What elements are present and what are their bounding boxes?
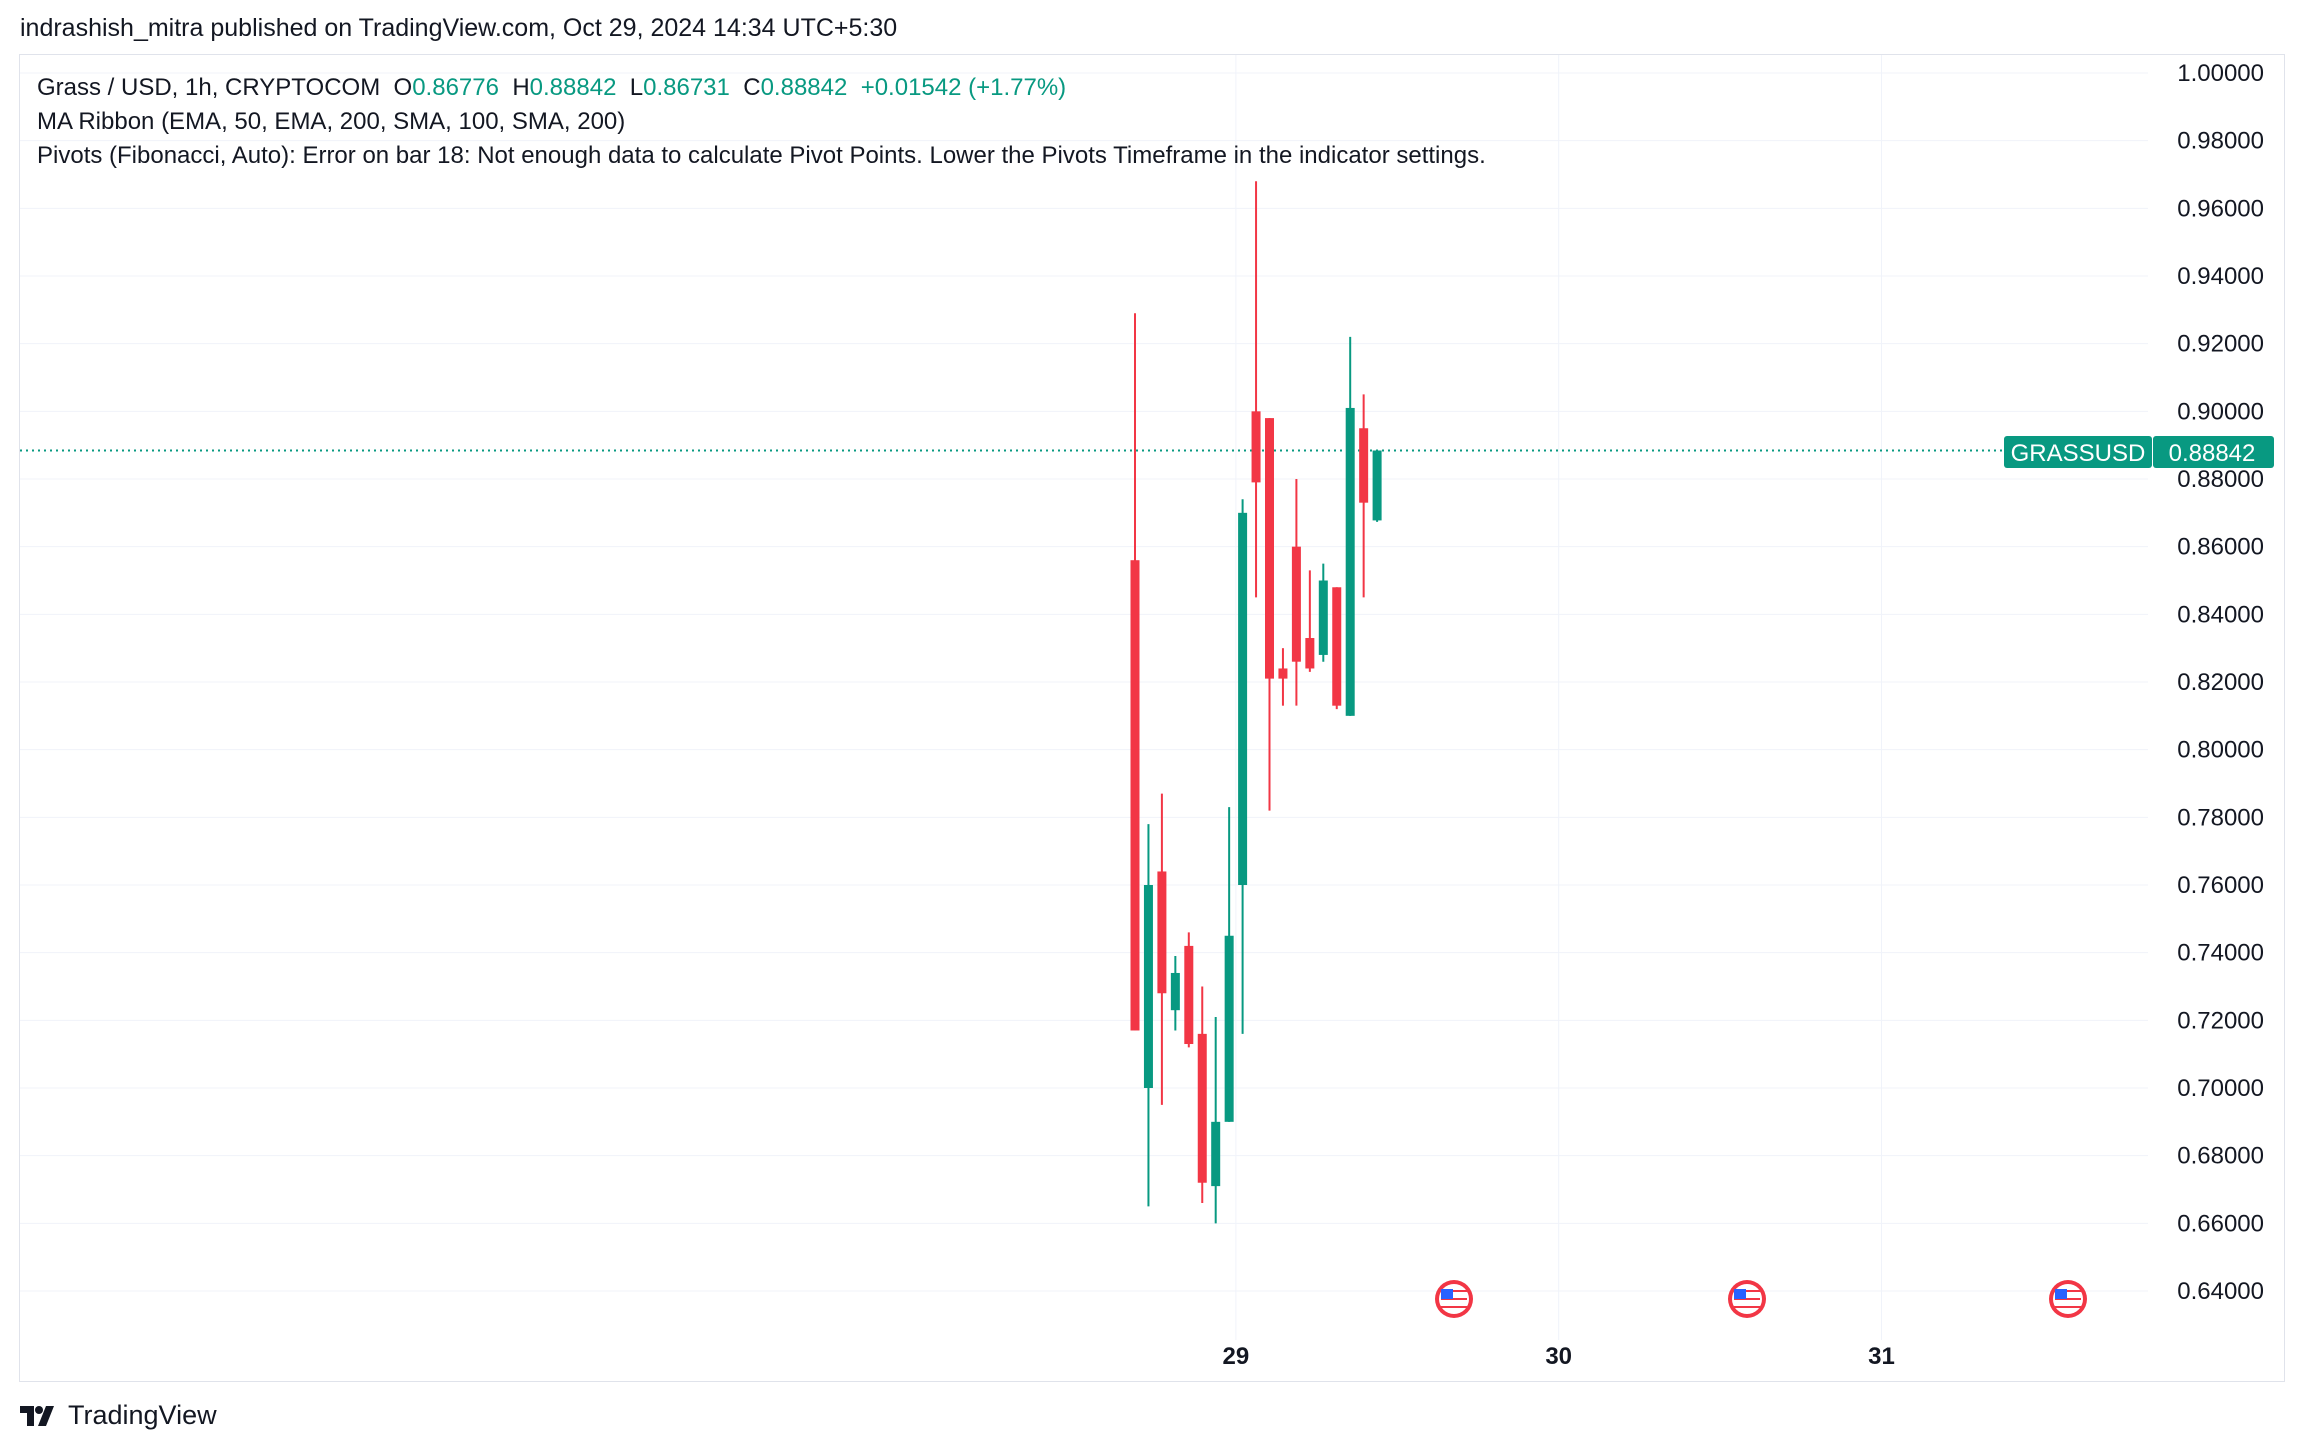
candle-body bbox=[1278, 668, 1288, 679]
y-tick-label: 0.80000 bbox=[2177, 737, 2264, 764]
candle[interactable] bbox=[1184, 932, 1194, 1048]
candle-body bbox=[1143, 885, 1153, 1088]
y-tick-label: 0.78000 bbox=[2177, 804, 2264, 831]
chart-legend: Grass / USD, 1h, CRYPTOCOM O0.86776 H0.8… bbox=[37, 71, 1486, 173]
candle-body bbox=[1332, 587, 1342, 706]
candle-body bbox=[1265, 418, 1274, 679]
candle-body bbox=[1197, 1033, 1207, 1183]
y-tick-label: 0.86000 bbox=[2177, 534, 2264, 561]
y-tick-label: 0.92000 bbox=[2177, 331, 2264, 358]
candle[interactable] bbox=[1372, 450, 1382, 522]
y-tick-label: 0.68000 bbox=[2177, 1143, 2264, 1170]
candle[interactable] bbox=[1224, 807, 1234, 1122]
price-tag: GRASSUSD 0.88842 bbox=[2004, 436, 2274, 468]
us-flag-icon[interactable] bbox=[2049, 1280, 2087, 1318]
candle[interactable] bbox=[1291, 479, 1301, 706]
candle-body bbox=[1251, 411, 1261, 483]
candle[interactable] bbox=[1143, 824, 1153, 1207]
candle[interactable] bbox=[1278, 648, 1288, 706]
published-text: published on TradingView.com, bbox=[210, 14, 556, 42]
indicator-pivots[interactable]: Pivots (Fibonacci, Auto): Error on bar 1… bbox=[37, 142, 1486, 169]
low-label: L bbox=[629, 74, 644, 101]
time-axis[interactable]: 29 30 31 bbox=[1223, 1343, 1895, 1370]
candle-body bbox=[1184, 945, 1194, 1045]
candle-body bbox=[1157, 871, 1167, 994]
candle[interactable] bbox=[1211, 1016, 1221, 1224]
symbol-tag-bg bbox=[2004, 436, 2152, 468]
publish-date: Oct 29, 2024 14:34 UTC+5:30 bbox=[562, 14, 898, 42]
y-tick-label: 0.70000 bbox=[2177, 1075, 2264, 1102]
y-tick-label: 0.90000 bbox=[2177, 398, 2264, 425]
price-tag-bg bbox=[2153, 436, 2274, 468]
candle-layer bbox=[1130, 181, 1382, 1224]
change-value: +0.01542 (+1.77%) bbox=[860, 74, 1067, 101]
y-tick-label: 0.76000 bbox=[2177, 872, 2264, 899]
candle[interactable] bbox=[1238, 499, 1248, 1034]
y-tick-label: 0.74000 bbox=[2177, 940, 2264, 967]
y-tick-label: 0.94000 bbox=[2177, 263, 2264, 290]
y-tick-label: 0.64000 bbox=[2177, 1278, 2264, 1305]
open-label: O bbox=[393, 74, 413, 101]
publish-info: indrashish_mitra published on TradingVie… bbox=[20, 14, 897, 43]
candle[interactable] bbox=[1265, 418, 1274, 811]
candle-body bbox=[1291, 546, 1301, 662]
us-flag-icon[interactable] bbox=[1728, 1280, 1766, 1318]
x-tick-label: 31 bbox=[1868, 1343, 1895, 1370]
symbol-row: Grass / USD, 1h, CRYPTOCOM O0.86776 H0.8… bbox=[37, 71, 1486, 105]
publisher-name: indrashish_mitra bbox=[20, 14, 204, 42]
candle-body bbox=[1170, 972, 1180, 1011]
tradingview-logo[interactable]: TradingView bbox=[20, 1400, 217, 1431]
y-tick-label: 0.82000 bbox=[2177, 669, 2264, 696]
high-label: H bbox=[512, 74, 530, 101]
x-tick-label: 29 bbox=[1223, 1343, 1250, 1370]
candle-body bbox=[1318, 580, 1328, 655]
symbol-tag-text: GRASSUSD bbox=[2011, 440, 2146, 467]
candle-body bbox=[1130, 560, 1140, 1031]
price-axis[interactable]: 1.00000 0.98000 0.96000 0.94000 0.92000 0.900… bbox=[2177, 60, 2264, 1305]
y-tick-label: 0.72000 bbox=[2177, 1007, 2264, 1034]
tradingview-logo-icon bbox=[20, 1405, 54, 1426]
candle-body bbox=[1345, 407, 1355, 716]
close-label: C bbox=[743, 74, 761, 101]
candle[interactable] bbox=[1305, 570, 1315, 672]
candle-body bbox=[1211, 1121, 1221, 1187]
y-tick-label: 0.66000 bbox=[2177, 1210, 2264, 1237]
candle-body bbox=[1305, 638, 1315, 669]
low-value: 0.86731 bbox=[643, 74, 730, 101]
symbol-name[interactable]: Grass / USD, 1h, CRYPTOCOM bbox=[37, 74, 381, 101]
open-value: 0.86776 bbox=[412, 74, 499, 101]
candle[interactable] bbox=[1332, 587, 1342, 710]
candle[interactable] bbox=[1130, 313, 1140, 1031]
candle-body bbox=[1224, 935, 1234, 1122]
chart-frame bbox=[19, 54, 2285, 1382]
x-tick-label: 30 bbox=[1545, 1343, 1572, 1370]
candle[interactable] bbox=[1170, 956, 1180, 1031]
y-tick-label: 0.88000 bbox=[2177, 466, 2264, 493]
y-tick-label: 0.84000 bbox=[2177, 601, 2264, 628]
candle-body bbox=[1238, 512, 1248, 885]
candle-body bbox=[1372, 450, 1382, 521]
candle[interactable] bbox=[1157, 793, 1167, 1105]
candle[interactable] bbox=[1197, 986, 1207, 1204]
price-tag-text: 0.88842 bbox=[2169, 440, 2256, 467]
y-tick-label: 0.96000 bbox=[2177, 195, 2264, 222]
indicator-ma-ribbon[interactable]: MA Ribbon (EMA, 50, EMA, 200, SMA, 100, … bbox=[37, 108, 626, 135]
candle[interactable] bbox=[1359, 394, 1369, 598]
candle-body bbox=[1359, 428, 1369, 503]
y-tick-label: 1.00000 bbox=[2177, 60, 2264, 87]
candle[interactable] bbox=[1251, 181, 1261, 598]
y-tick-label: 0.98000 bbox=[2177, 128, 2264, 155]
high-value: 0.88842 bbox=[529, 74, 617, 101]
us-flag-icon[interactable] bbox=[1435, 1280, 1473, 1318]
economic-events[interactable] bbox=[1435, 1280, 2087, 1318]
grid-layer bbox=[20, 55, 2148, 1340]
candle[interactable] bbox=[1345, 336, 1355, 716]
candle[interactable] bbox=[1318, 563, 1328, 662]
close-value: 0.88842 bbox=[760, 74, 848, 101]
tradingview-brand: TradingView bbox=[68, 1400, 217, 1430]
